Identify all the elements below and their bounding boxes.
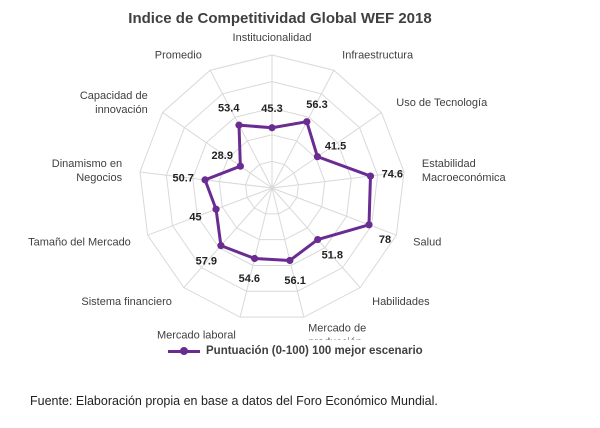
category-label: Sistema financiero — [81, 296, 172, 308]
grid-spoke — [271, 112, 382, 189]
grid-spoke — [209, 70, 273, 189]
category-label: Macroeconómica — [422, 172, 507, 184]
data-point — [235, 121, 243, 129]
value-label: 56.3 — [306, 99, 327, 111]
grid-spoke — [271, 187, 305, 318]
value-label: 74.6 — [382, 169, 403, 181]
data-point — [365, 221, 373, 229]
grid-spoke — [271, 171, 405, 189]
category-label: Institucionalidad — [233, 32, 312, 44]
value-label: 78 — [379, 234, 391, 246]
category-label: Uso de Tecnología — [396, 97, 488, 109]
data-point — [236, 162, 244, 170]
category-label: Mercado de — [308, 323, 366, 335]
grid-spoke — [147, 187, 273, 236]
category-label: Habilidades — [372, 296, 430, 308]
category-label: Capacidad de — [80, 90, 148, 102]
category-label: Dinamismo en — [52, 158, 122, 170]
source-note: Fuente: Elaboración propia en base a dat… — [30, 394, 438, 408]
value-label: 51.8 — [322, 250, 343, 262]
grid-spoke — [162, 112, 273, 189]
grid-spoke — [239, 187, 273, 318]
category-label: Tamaño del Mercado — [28, 237, 131, 249]
category-label: innovación — [95, 104, 148, 116]
grid-spoke — [183, 187, 273, 288]
category-label: Infraestructura — [342, 49, 414, 61]
category-label: Salud — [413, 237, 441, 249]
value-label: 45.3 — [261, 103, 282, 115]
legend-label: Puntuación (0-100) 100 mejor escenario — [206, 345, 423, 357]
data-point — [217, 242, 225, 250]
value-label: 28.9 — [212, 150, 233, 162]
legend-swatch — [168, 346, 200, 356]
category-label: Mercado laboral — [157, 330, 236, 340]
grid-ring — [245, 160, 299, 215]
data-point — [268, 124, 276, 132]
legend-marker — [180, 347, 188, 355]
data-point — [201, 176, 209, 184]
category-label: Promedio — [155, 49, 202, 61]
grid-spoke — [271, 187, 397, 236]
radar-chart: Institucionalidad Infraestructura Uso de T… — [28, 32, 506, 340]
data-point — [314, 235, 322, 244]
grid-ring — [139, 54, 405, 318]
grid-ring — [218, 134, 326, 241]
data-point — [251, 254, 259, 263]
category-label: Estabilidad — [422, 158, 476, 170]
category-label: producción — [308, 337, 362, 340]
value-label: 45 — [189, 211, 201, 223]
chart-title: Indice de Competitividad Global WEF 2018 — [128, 10, 432, 27]
data-point — [303, 118, 311, 126]
value-label: 41.5 — [325, 140, 346, 152]
value-label: 56.1 — [284, 275, 305, 287]
legend: Puntuación (0-100) 100 mejor escenario — [168, 345, 423, 357]
radar-series — [201, 118, 375, 265]
data-point — [212, 205, 220, 213]
data-point — [366, 172, 375, 180]
category-label: Negocios — [76, 172, 122, 184]
data-point — [313, 153, 322, 161]
data-point — [286, 256, 294, 265]
radar-labels: Institucionalidad Infraestructura Uso de T… — [28, 32, 506, 340]
value-label: 50.7 — [173, 172, 194, 184]
value-label: 53.4 — [218, 102, 240, 114]
grid-ring — [192, 107, 352, 266]
grid-spoke — [271, 70, 335, 189]
value-label: 54.6 — [239, 273, 260, 285]
radar-grid — [139, 54, 405, 318]
series-line — [203, 120, 372, 262]
value-label: 57.9 — [196, 256, 217, 268]
grid-ring — [165, 81, 379, 292]
